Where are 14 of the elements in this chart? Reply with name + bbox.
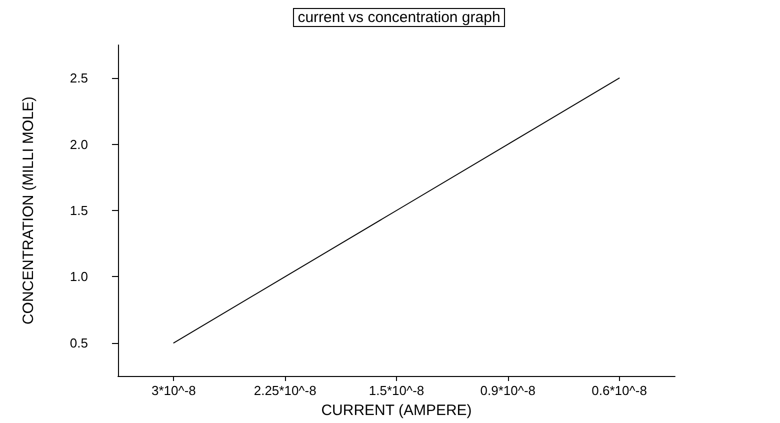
x-tick-label: 0.9*10^-8 (480, 383, 536, 398)
line-series (173, 78, 620, 344)
y-tick-label: 1.5 (70, 203, 88, 218)
y-axis-title: CONCENTRATION (MILLI MOLE) (20, 96, 37, 325)
y-tick-label: 2.0 (70, 136, 88, 152)
y-tick-label: 2.5 (70, 70, 88, 86)
x-axis-title: CURRENT (AMPERE) (321, 402, 472, 419)
x-tick-label: 1.5*10^-8 (368, 383, 424, 398)
x-tick-label: 3*10^-8 (151, 383, 196, 398)
x-tick-label: 0.6*10^-8 (592, 383, 647, 398)
x-tick-label: 2.25*10^-8 (254, 383, 316, 398)
y-tick-label: 0.5 (70, 335, 88, 350)
chart-title: current vs concentration graph (298, 9, 500, 26)
y-tick-label: 1.0 (70, 269, 88, 284)
